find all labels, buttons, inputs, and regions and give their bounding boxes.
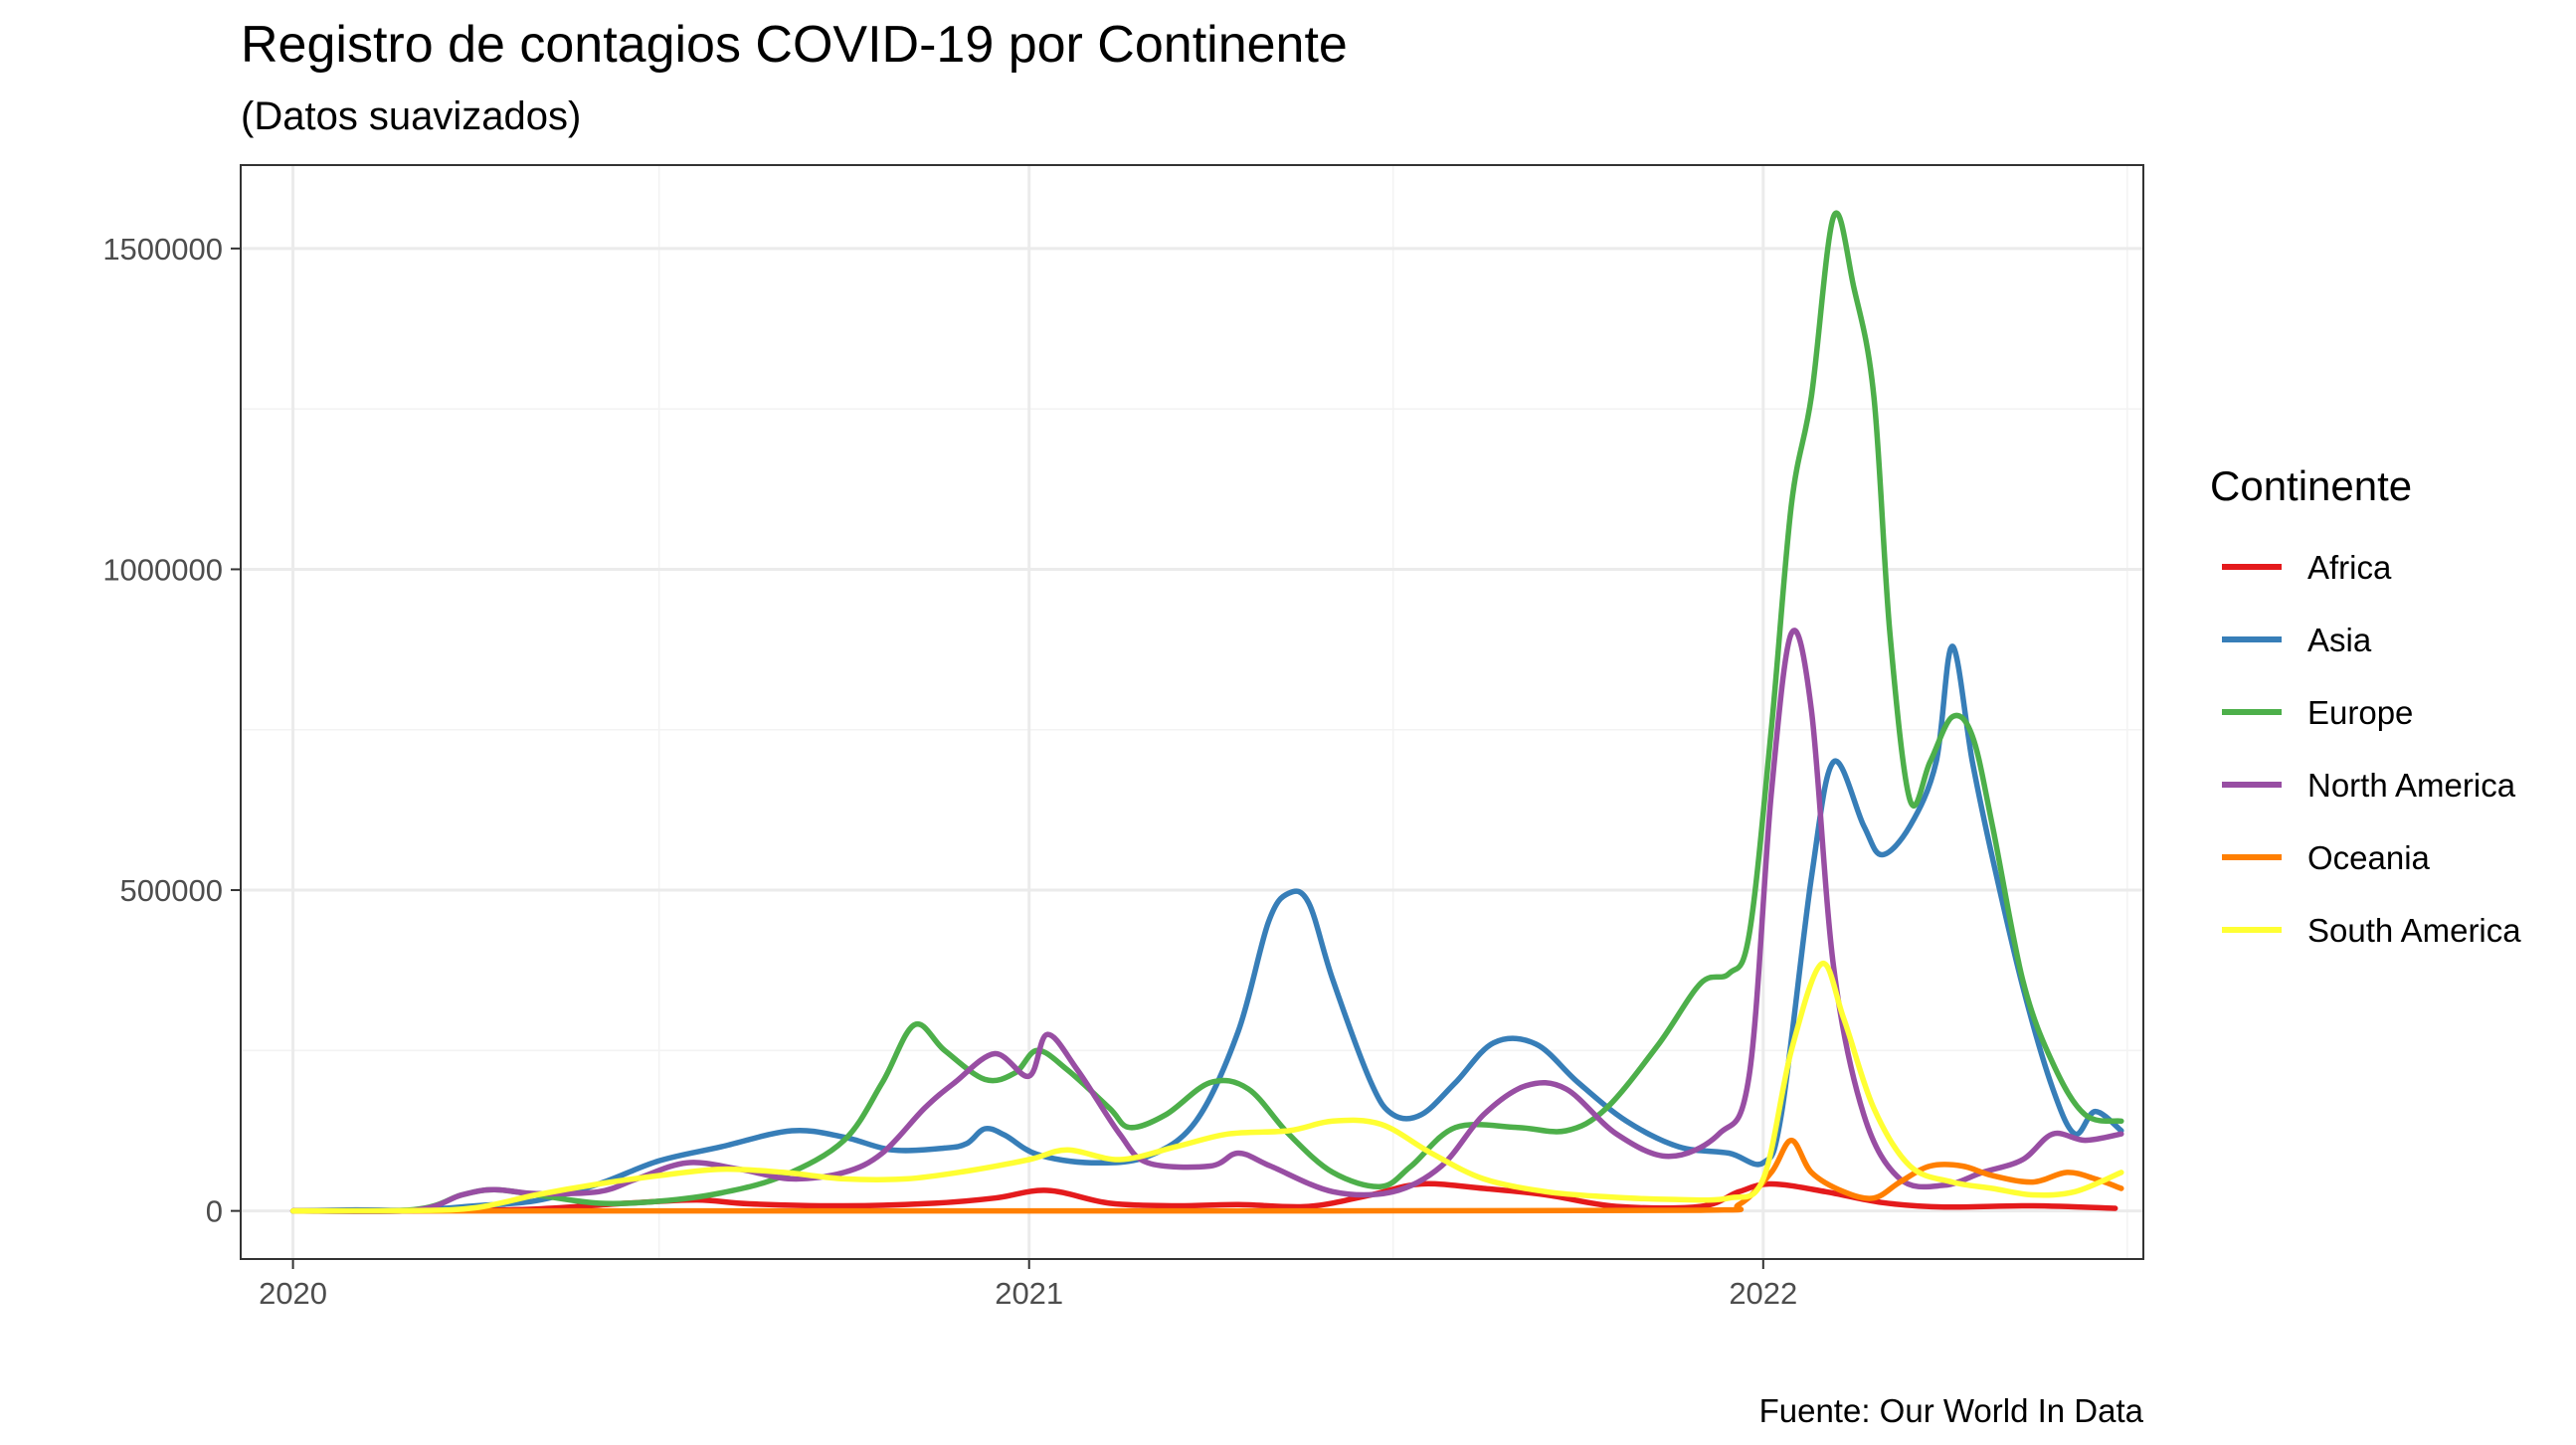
legend-item-europe: Europe <box>2222 694 2413 731</box>
legend-item-oceania: Oceania <box>2222 839 2431 876</box>
legend-item-north-america: North America <box>2222 767 2516 804</box>
legend-item-asia: Asia <box>2222 622 2372 658</box>
legend-title: Continente <box>2210 462 2412 509</box>
legend: Continente Africa Asia Europe North America… <box>2210 462 2521 949</box>
legend-label-europe: Europe <box>2307 694 2413 731</box>
legend-label-asia: Asia <box>2307 622 2372 658</box>
y-tick-label: 1500000 <box>102 232 223 267</box>
legend-label-north-america: North America <box>2307 767 2516 804</box>
x-axis: 2020 2021 2022 <box>259 1259 1797 1311</box>
legend-items: Africa Asia Europe North America Oceania Sout… <box>2222 549 2521 949</box>
y-tick-label: 0 <box>206 1194 223 1229</box>
legend-label-south-america: South America <box>2307 912 2521 949</box>
y-tick-label: 1000000 <box>102 552 223 587</box>
plot-panel-border <box>240 164 2144 1260</box>
series-lines <box>289 210 2124 1215</box>
legend-label-oceania: Oceania <box>2307 839 2431 876</box>
series-line-south-america <box>289 961 2124 1214</box>
y-tick-label: 500000 <box>120 873 223 908</box>
chart-subtitle: (Datos suavizados) <box>241 94 581 138</box>
chart-title: Registro de contagios COVID-19 por Conti… <box>241 16 1348 74</box>
x-tick-label: 2022 <box>1729 1276 1797 1311</box>
series-line-oceania <box>289 1137 2124 1214</box>
x-tick-label: 2021 <box>995 1276 1063 1311</box>
series-line-north-america <box>289 628 2124 1215</box>
chart-caption: Fuente: Our World In Data <box>1759 1392 2144 1429</box>
series-line-asia <box>289 643 2124 1214</box>
series-line-europe <box>289 210 2124 1214</box>
y-axis: 0 500000 1000000 1500000 <box>102 232 241 1229</box>
x-tick-label: 2020 <box>259 1276 327 1311</box>
legend-item-africa: Africa <box>2222 549 2392 586</box>
legend-label-africa: Africa <box>2307 549 2392 586</box>
legend-item-south-america: South America <box>2222 912 2521 949</box>
minor-gridlines <box>241 165 2143 1259</box>
